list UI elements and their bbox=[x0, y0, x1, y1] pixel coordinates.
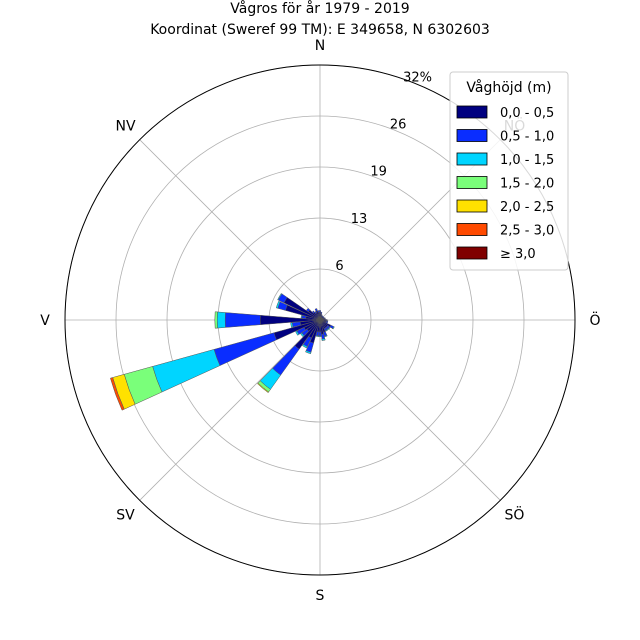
legend-label: ≥ 3,0 bbox=[500, 247, 536, 262]
direction-label: NV bbox=[115, 119, 135, 135]
rose-bar-segment bbox=[324, 334, 328, 338]
polar-grid bbox=[64, 64, 576, 576]
radial-tick-label: 26 bbox=[390, 118, 407, 133]
rose-bar-segment bbox=[317, 310, 320, 313]
legend-label: 1,5 - 2,0 bbox=[500, 177, 554, 192]
rose-bar-segment bbox=[257, 382, 269, 394]
direction-label: V bbox=[40, 313, 50, 329]
legend-swatch bbox=[456, 129, 488, 142]
rose-bar-segment bbox=[213, 332, 277, 366]
radial-tick-label: 19 bbox=[370, 165, 387, 180]
rose-bar-segment bbox=[318, 335, 322, 337]
chart-title: Vågros för år 1979 - 2019 bbox=[230, 0, 409, 17]
rose-bar-segment bbox=[214, 311, 218, 329]
rose-bar-segment bbox=[302, 343, 308, 349]
legend-swatch bbox=[456, 176, 488, 189]
rose-bar-segment bbox=[290, 322, 294, 328]
radial-tick-label: 13 bbox=[351, 212, 368, 227]
legend-title: Våghöjd (m) bbox=[466, 79, 551, 96]
direction-label: S bbox=[316, 588, 325, 604]
legend: Våghöjd (m) 0,0 - 0,5 0,5 - 1,0 1,0 - 1,5 1… bbox=[449, 71, 569, 271]
legend-frame bbox=[449, 71, 569, 271]
legend-swatch bbox=[456, 152, 488, 166]
direction-label: SÖ bbox=[505, 506, 525, 524]
outer-ring bbox=[64, 64, 576, 576]
grid-spoke bbox=[139, 319, 321, 501]
direction-label: Ö bbox=[589, 311, 600, 329]
rose-bar-segment bbox=[318, 310, 322, 313]
legend-label: 2,0 - 2,5 bbox=[500, 200, 554, 215]
legend-swatch bbox=[456, 199, 488, 213]
legend-label: 0,5 - 1,0 bbox=[500, 130, 554, 145]
rose-bar-segment bbox=[318, 331, 322, 337]
rose-bar-segment bbox=[306, 307, 311, 313]
chart-subtitle: Koordinat (Sweref 99 TM): E 349658, N 63… bbox=[150, 22, 490, 38]
rose-bar-segment bbox=[300, 314, 303, 319]
rose-bar-segment bbox=[332, 326, 335, 330]
rose-bar-segment bbox=[300, 332, 305, 338]
radial-tick-label: 6 bbox=[335, 259, 343, 274]
rose-bars bbox=[110, 293, 335, 411]
rose-bar-segment bbox=[277, 293, 283, 301]
rose-bar-segment bbox=[305, 350, 312, 355]
rose-bar-segment bbox=[152, 349, 221, 393]
legend-label: 0,0 - 0,5 bbox=[500, 106, 554, 121]
direction-label: SV bbox=[116, 508, 135, 524]
rose-bar-segment bbox=[321, 338, 326, 341]
rose-bar-segment bbox=[224, 312, 261, 328]
rose-bar-segment bbox=[314, 308, 318, 312]
grid-spoke bbox=[139, 139, 321, 321]
rose-bar-segment bbox=[216, 311, 226, 329]
rose-bar-segment bbox=[320, 314, 323, 316]
rose-bar-segment bbox=[295, 330, 300, 336]
direction-label: N bbox=[315, 38, 325, 54]
rose-bar-segment bbox=[275, 300, 281, 309]
legend-swatch bbox=[456, 105, 488, 119]
grid-spoke bbox=[319, 319, 501, 501]
legend-label: 2,5 - 3,0 bbox=[500, 224, 554, 239]
legend-items: 0,0 - 0,5 0,5 - 1,0 1,0 - 1,5 1,5 - 2,0 2,0 … bbox=[456, 105, 554, 262]
legend-swatch bbox=[456, 223, 488, 236]
rose-bar-segment bbox=[311, 310, 315, 314]
legend-label: 1,0 - 1,5 bbox=[500, 153, 554, 168]
rose-bar-segment bbox=[320, 311, 323, 315]
rose-bar-segment bbox=[272, 345, 300, 376]
rose-bar-segment bbox=[315, 335, 319, 337]
radial-tick-label: 32% bbox=[403, 70, 432, 85]
rose-bar-segment bbox=[110, 377, 125, 411]
legend-swatch bbox=[456, 246, 488, 260]
